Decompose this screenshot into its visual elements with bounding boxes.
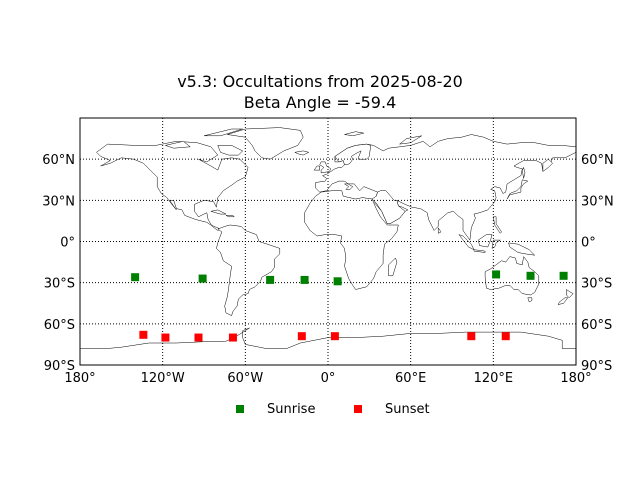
land-africa: [304, 190, 399, 290]
y-tick-label-right: 60°N: [581, 153, 614, 168]
chart-subtitle: Beta Angle = -59.4: [243, 93, 397, 112]
map-frame: [79, 117, 577, 366]
sunrise-point: [559, 271, 568, 280]
land-north-america: [96, 141, 249, 231]
land-cuba: [210, 209, 227, 215]
x-tick-label: 0°: [321, 371, 336, 386]
sunrise-point: [266, 275, 275, 284]
land-java: [473, 249, 486, 253]
sunrise-point: [526, 271, 535, 280]
land-baffin-island: [217, 145, 243, 156]
y-tick-label-right: 30°N: [581, 194, 614, 209]
y-tick-label-left: 60°S: [44, 318, 75, 333]
sunrise-point: [300, 275, 309, 284]
land-borneo: [477, 234, 493, 248]
land-greenland: [227, 127, 304, 160]
sunrise-point: [131, 273, 140, 282]
land-new-zealand-south: [557, 297, 568, 305]
y-tick-label-left: 30°S: [44, 277, 75, 292]
land-new-zealand-north: [566, 289, 574, 299]
sunset-point: [330, 332, 339, 341]
land-arabia-link: [371, 190, 406, 224]
legend: Sunrise Sunset: [0, 398, 640, 420]
land-svalbard: [344, 131, 365, 137]
land-madagascar: [388, 257, 398, 277]
land-japan: [506, 179, 529, 200]
land-iceland: [294, 150, 309, 156]
legend-swatch-sunset: [354, 405, 362, 413]
x-tick-label: 60°E: [395, 371, 426, 386]
land-victoria-island: [165, 141, 191, 149]
x-tick-label: 120°W: [141, 371, 185, 386]
y-tick-label-left: 30°N: [42, 194, 75, 209]
sunset-point: [228, 333, 237, 342]
grid-layer: [80, 118, 576, 365]
y-tick-label-right: 30°S: [581, 277, 612, 292]
land-kamchatka: [542, 158, 553, 172]
x-tick-label: 120°E: [474, 371, 514, 386]
land-ellesmere-island: [203, 128, 243, 137]
points-layer: [131, 270, 568, 342]
y-tick-label-right: 90°S: [581, 359, 612, 374]
y-tick-label-right: 60°S: [581, 318, 612, 333]
sunrise-point: [198, 274, 207, 283]
land-sakhalin: [522, 167, 526, 179]
land-scandinavia: [334, 143, 371, 165]
legend-swatch-sunrise: [236, 405, 244, 413]
sunrise-point: [333, 277, 342, 286]
x-tick-label: 60°W: [227, 371, 263, 386]
land-sumatra: [458, 234, 475, 250]
y-tick-label-right: 0°: [581, 236, 596, 251]
x-tick-label: 180°: [64, 371, 95, 386]
legend-label: Sunrise: [267, 401, 316, 417]
sunset-point: [467, 332, 476, 341]
land-australia: [484, 256, 540, 296]
chart-title: v5.3: Occultations from 2025-08-20: [177, 72, 463, 91]
sunset-point: [297, 332, 306, 341]
y-tick-label-left: 90°S: [44, 359, 75, 374]
legend-label: Sunset: [385, 401, 430, 417]
land-sri-lanka: [437, 227, 442, 234]
land-south-america: [216, 224, 281, 316]
land-great-britain: [319, 161, 332, 174]
y-tick-label-left: 0°: [60, 236, 75, 251]
sunrise-point: [492, 270, 501, 279]
sunset-point: [501, 332, 510, 341]
map-land-layer: [79, 127, 577, 366]
land-philippines: [493, 216, 502, 234]
x-tick-label: 180°: [560, 371, 591, 386]
land-ireland: [313, 165, 320, 171]
sunset-point: [161, 333, 170, 342]
sunset-point: [139, 330, 148, 339]
land-tasmania: [527, 297, 533, 303]
legend-item-sunrise: Sunrise: [236, 398, 315, 420]
land-hispaniola: [225, 215, 235, 218]
y-tick-label-left: 60°N: [42, 153, 75, 168]
tick-label-layer: 60°N 60°N 30°N 30°N 0° 0° 30°S 30°S 60°S 60°S 90°S…: [42, 153, 614, 386]
sunset-point: [194, 333, 203, 342]
land-new-guinea: [508, 242, 535, 256]
legend-item-sunset: Sunset: [354, 398, 430, 420]
